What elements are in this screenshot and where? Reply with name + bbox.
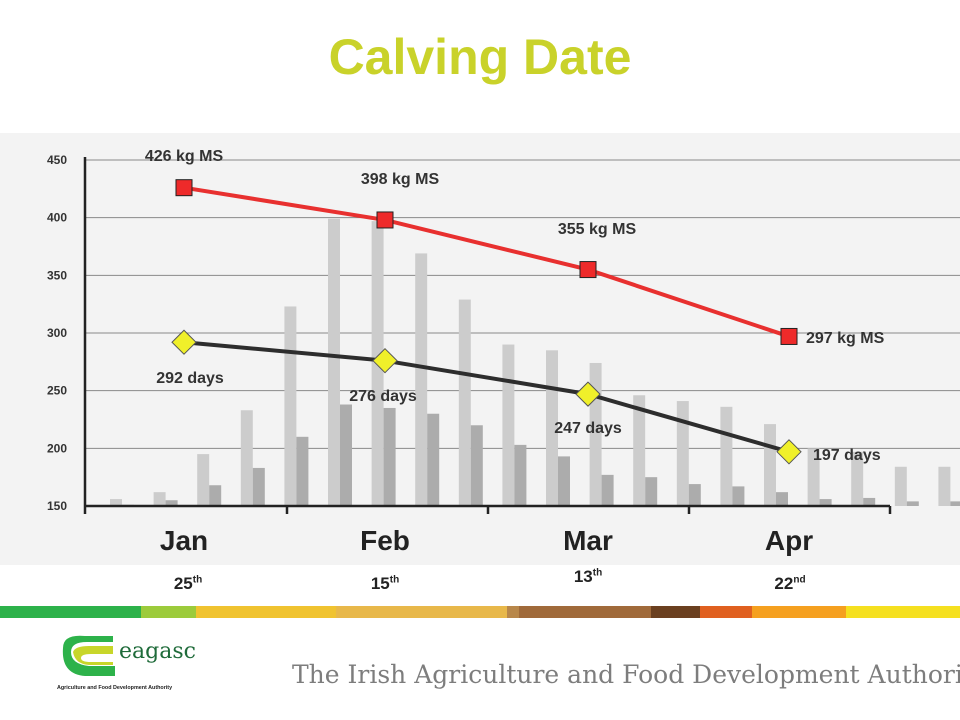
kg-ms-data-label: 297 kg MS (806, 330, 885, 347)
bar-light (676, 401, 689, 506)
calving-date-suffix: th (592, 567, 603, 579)
bar-light (328, 218, 340, 506)
tagline: The Irish Agriculture and Food Developme… (292, 660, 960, 689)
bar-light (502, 344, 515, 506)
calving-date-day: 15 (370, 574, 390, 593)
y-tick-label: 250 (47, 384, 67, 398)
calving-date-label: 22nd (750, 574, 830, 594)
calving-date-label: 15th (345, 574, 425, 594)
bar-light (764, 424, 776, 506)
y-tick-label: 200 (47, 441, 67, 455)
bar-dark (340, 404, 352, 506)
stripe-segment (196, 606, 336, 618)
days-marker (372, 347, 398, 374)
bar-dark (209, 485, 222, 506)
logo-subtext: Agriculture and Food Development Authori… (57, 685, 172, 691)
days-line (183, 340, 790, 454)
chart-panel: 150 200 250 300 350 400 450 Jan Feb Mar Apr 426 kg … (0, 133, 960, 565)
calving-date-suffix: th (192, 574, 203, 586)
kg-ms-marker (780, 327, 798, 345)
bar-dark (863, 497, 876, 506)
bar-dark (906, 501, 919, 506)
calving-date-day: 13 (573, 567, 593, 586)
stripe-segment (507, 606, 519, 618)
x-category-label: Mar (563, 525, 613, 556)
days-data-label: 276 days (349, 388, 417, 405)
bar-light (851, 451, 864, 506)
bar-dark (601, 474, 614, 506)
bar-light (807, 448, 820, 506)
bar-dark (514, 444, 527, 506)
bar-dark (165, 500, 178, 506)
days-marker (776, 439, 802, 465)
calving-date-label: 25th (148, 574, 228, 594)
stripe-segment (141, 606, 196, 618)
bar-light (415, 253, 428, 506)
color-stripe (0, 606, 960, 618)
bar-light (938, 466, 951, 506)
bar-dark (819, 499, 832, 506)
bar-light (153, 492, 166, 506)
kg-ms-marker (376, 211, 394, 229)
x-category-label: Apr (765, 525, 813, 556)
bar-light (720, 406, 733, 506)
stripe-segment (519, 606, 651, 618)
y-tick-label: 450 (47, 153, 67, 167)
bar-dark (558, 456, 570, 506)
kg-ms-marker (579, 261, 597, 279)
bar-dark (688, 484, 701, 506)
bar-dark (427, 413, 440, 506)
bar-dark (950, 501, 960, 506)
bar-dark (296, 436, 309, 506)
stripe-segment (0, 606, 141, 618)
y-tick-label: 300 (47, 326, 67, 340)
bar-dark (645, 477, 658, 506)
days-marker (575, 381, 601, 407)
days-data-label: 292 days (156, 370, 224, 387)
stripe-segment (336, 606, 507, 618)
stripe-segment (846, 606, 960, 618)
bar-light (110, 499, 122, 506)
bar-light (633, 395, 646, 506)
y-tick-label: 350 (47, 268, 67, 282)
stripe-segment (752, 606, 846, 618)
bar-dark (383, 407, 396, 506)
logo-wordmark: eagasc (119, 639, 196, 664)
bar-dark (732, 486, 745, 506)
bar-dark (252, 467, 265, 506)
kg-ms-data-label: 355 kg MS (558, 221, 637, 238)
bar-light (240, 410, 253, 506)
bar-light (197, 454, 210, 506)
calving-date-label: 13th (548, 567, 628, 587)
calving-date-day: 22 (774, 574, 794, 593)
stripe-segment (651, 606, 700, 618)
kg-ms-line (183, 185, 790, 339)
y-tick-label: 400 (47, 211, 67, 225)
bar-light (894, 466, 907, 506)
page-title: Calving Date (328, 29, 632, 85)
kg-ms-marker (175, 179, 193, 197)
stripe-segment (700, 606, 752, 618)
days-data-label: 197 days (813, 447, 881, 464)
kg-ms-data-label: 398 kg MS (361, 171, 440, 188)
bar-light (458, 299, 471, 506)
bar-dark (776, 492, 788, 506)
kg-ms-data-label: 426 kg MS (145, 148, 224, 165)
days-data-label: 247 days (554, 420, 622, 437)
calving-chart: 150 200 250 300 350 400 450 Jan Feb Mar Apr 426 kg … (47, 148, 960, 556)
bar-light (284, 306, 297, 506)
calving-date-day: 25 (173, 574, 193, 593)
calving-date-suffix: th (389, 574, 400, 586)
bar-dark (470, 425, 483, 506)
days-marker (171, 329, 197, 355)
y-tick-label: 150 (47, 499, 67, 513)
x-category-label: Feb (360, 525, 410, 556)
calving-date-suffix: nd (793, 574, 806, 586)
teagasc-logo: eagasc Agriculture and Food Development … (57, 635, 196, 691)
x-category-label: Jan (160, 525, 208, 556)
